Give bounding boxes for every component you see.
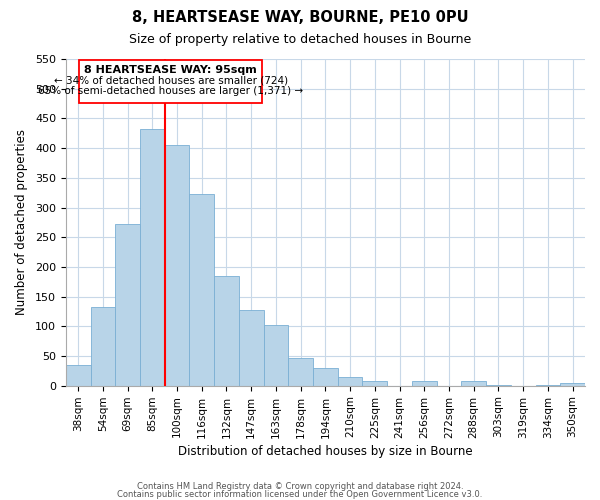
- Bar: [412, 381, 437, 386]
- Bar: [289, 358, 313, 386]
- Bar: [164, 145, 190, 386]
- Y-axis label: Number of detached properties: Number of detached properties: [15, 130, 28, 316]
- Bar: [214, 276, 239, 386]
- Bar: [115, 224, 140, 386]
- Text: 8, HEARTSEASE WAY, BOURNE, PE10 0PU: 8, HEARTSEASE WAY, BOURNE, PE10 0PU: [131, 10, 469, 25]
- Bar: [66, 365, 91, 386]
- Bar: [91, 306, 115, 386]
- Bar: [140, 129, 164, 386]
- Bar: [338, 377, 362, 386]
- Bar: [239, 310, 263, 386]
- FancyBboxPatch shape: [79, 60, 262, 103]
- Bar: [560, 384, 585, 386]
- Text: Size of property relative to detached houses in Bourne: Size of property relative to detached ho…: [129, 32, 471, 46]
- X-axis label: Distribution of detached houses by size in Bourne: Distribution of detached houses by size …: [178, 444, 473, 458]
- Bar: [461, 381, 486, 386]
- Text: 8 HEARTSEASE WAY: 95sqm: 8 HEARTSEASE WAY: 95sqm: [85, 65, 257, 75]
- Bar: [536, 384, 560, 386]
- Bar: [486, 384, 511, 386]
- Text: Contains public sector information licensed under the Open Government Licence v3: Contains public sector information licen…: [118, 490, 482, 499]
- Bar: [313, 368, 338, 386]
- Bar: [362, 381, 387, 386]
- Bar: [263, 324, 289, 386]
- Text: Contains HM Land Registry data © Crown copyright and database right 2024.: Contains HM Land Registry data © Crown c…: [137, 482, 463, 491]
- Bar: [190, 194, 214, 386]
- Text: ← 34% of detached houses are smaller (724): ← 34% of detached houses are smaller (72…: [54, 76, 288, 86]
- Text: 65% of semi-detached houses are larger (1,371) →: 65% of semi-detached houses are larger (…: [38, 86, 304, 97]
